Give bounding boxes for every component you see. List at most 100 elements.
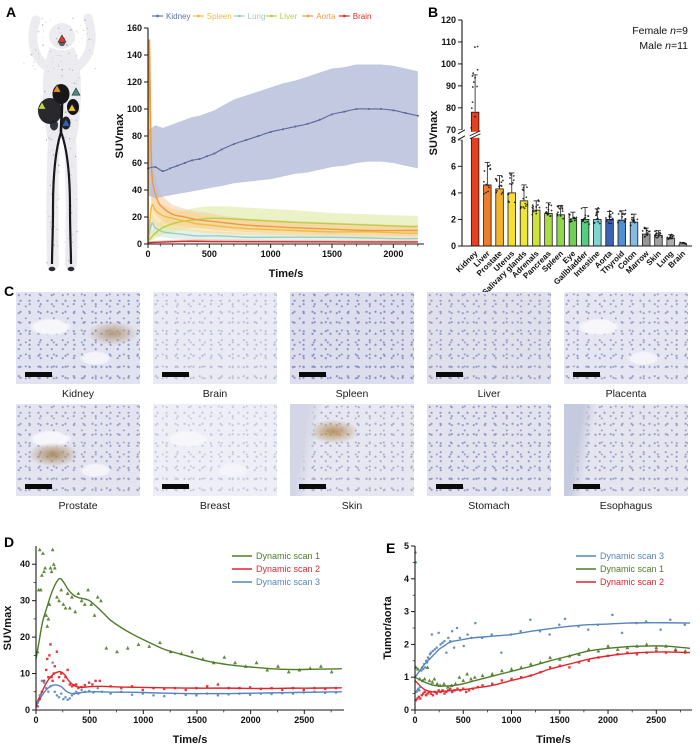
- line-Brain: [147, 240, 418, 244]
- annotation: Male n=11: [639, 40, 688, 52]
- svg-text:Brain: Brain: [353, 12, 372, 21]
- histology-tile-kidney: [16, 292, 140, 384]
- line-Aorta: [147, 39, 418, 240]
- axes: 0 500 1000 1500 2000 2500 0 1 2 3 4 5 Time/s Tumor/ao…: [382, 541, 692, 746]
- axes: 0 2 4 6 870 80 90 100 110 120 SUVmax: [428, 15, 692, 251]
- svg-text:1000: 1000: [261, 249, 281, 259]
- histology-label: Stomach: [468, 500, 510, 512]
- histology-tile-placenta: [564, 292, 688, 384]
- histology-label: Liver: [477, 388, 501, 400]
- svg-text:160: 160: [127, 23, 142, 33]
- svg-text:2500: 2500: [294, 715, 314, 725]
- bar-Thyroid: [617, 219, 626, 247]
- svg-text:Dynamic scan 3: Dynamic scan 3: [600, 551, 664, 561]
- svg-text:0: 0: [451, 241, 456, 251]
- histology-label: Prostate: [58, 500, 98, 512]
- histology-tile-spleen: [290, 292, 414, 384]
- histology-tile-stomach: [427, 404, 551, 496]
- histology-label: Brain: [202, 388, 228, 400]
- svg-text:0: 0: [25, 705, 30, 715]
- svg-text:120: 120: [127, 77, 142, 87]
- line-Lung: [147, 222, 418, 242]
- svg-text:70: 70: [446, 125, 456, 135]
- svg-text:2000: 2000: [383, 249, 403, 259]
- scale-bar: [436, 484, 463, 489]
- bar-Prostate: [495, 188, 504, 247]
- svg-text:500: 500: [82, 715, 97, 725]
- chart-E: 0 500 1000 1500 2000 2500 0 1 2 3 4 5 Time/s Tumor/ao…: [382, 541, 692, 746]
- histology-tile-skin: [290, 404, 414, 496]
- line-Dynamic scan 1: [35, 577, 342, 671]
- histology-label: Placenta: [605, 388, 647, 400]
- svg-text:20: 20: [20, 632, 30, 642]
- panel-d-chart: 0 500 1000 1500 2000 2500 0 10 20 30 40 Time/s SUVma…: [2, 546, 344, 746]
- svg-text:100: 100: [127, 104, 142, 114]
- svg-text:40: 40: [132, 185, 142, 195]
- scale-bar: [162, 484, 189, 489]
- svg-text:10: 10: [20, 669, 30, 679]
- panel-e-label: E: [386, 540, 396, 556]
- svg-text:Dynamic scan 1: Dynamic scan 1: [256, 551, 320, 561]
- svg-text:4: 4: [451, 188, 456, 198]
- pet-marker-spleen-icon: [67, 103, 77, 112]
- histology-tile-breast: [153, 404, 277, 496]
- svg-text:40: 40: [20, 559, 30, 569]
- svg-text:Dynamic scan 1: Dynamic scan 1: [600, 564, 664, 574]
- svg-text:2: 2: [451, 214, 456, 224]
- svg-text:1000: 1000: [502, 715, 522, 725]
- bar-Gallbladder: [580, 219, 590, 247]
- svg-text:90: 90: [446, 81, 456, 91]
- band-Kidney: [148, 64, 418, 199]
- svg-text:Time/s: Time/s: [269, 268, 304, 280]
- svg-text:3: 3: [404, 607, 409, 617]
- svg-text:1: 1: [404, 672, 409, 682]
- legend: Dynamic scan 3 Dynamic scan 1 Dynamic scan…: [576, 551, 664, 587]
- svg-text:120: 120: [441, 15, 456, 25]
- histology-label: Esophagus: [599, 500, 653, 512]
- svg-text:1000: 1000: [133, 715, 153, 725]
- svg-text:0: 0: [412, 715, 417, 725]
- svg-text:4: 4: [404, 574, 409, 584]
- scale-bar: [299, 484, 326, 489]
- svg-text:Liver: Liver: [280, 12, 298, 21]
- line-Spleen: [147, 203, 418, 239]
- svg-text:110: 110: [441, 37, 456, 47]
- pet-marker-kidney-icon: [61, 118, 71, 127]
- scale-bar: [25, 484, 52, 489]
- line-Liver: [147, 217, 418, 242]
- svg-text:Time/s: Time/s: [173, 734, 208, 746]
- scale-bar: [162, 372, 189, 377]
- svg-text:0: 0: [137, 239, 142, 249]
- scale-bar: [299, 372, 326, 377]
- svg-text:2000: 2000: [598, 715, 618, 725]
- svg-text:1500: 1500: [550, 715, 570, 725]
- bar-Uterus: [507, 192, 516, 247]
- scale-bar: [573, 372, 600, 377]
- panel-e-chart: 0 500 1000 1500 2000 2500 0 1 2 3 4 5 Time/s Tumor/ao…: [382, 541, 692, 746]
- svg-text:140: 140: [127, 50, 142, 60]
- line-Dynamic scan 3: [35, 684, 342, 707]
- pet-marker-lung-icon: [71, 87, 81, 96]
- svg-text:60: 60: [132, 158, 142, 168]
- panel-a-chart: 0 500 1000 1500 2000 0 20 40 60 80 100 120 140 160 Tim…: [114, 12, 424, 280]
- pet-marker-liver-icon: [37, 101, 47, 110]
- svg-text:1500: 1500: [187, 715, 207, 725]
- svg-text:0: 0: [145, 249, 150, 259]
- svg-text:2: 2: [404, 639, 409, 649]
- svg-text:Dynamic scan 2: Dynamic scan 2: [256, 564, 320, 574]
- pet-marker-aorta-icon: [52, 84, 62, 93]
- histology-tile-brain: [153, 292, 277, 384]
- pet-marker-brain-icon: [57, 34, 67, 43]
- panel-c-label: C: [4, 283, 15, 299]
- scale-bar: [573, 484, 600, 489]
- scale-bar: [436, 372, 463, 377]
- pet-liver-uptake: [38, 98, 62, 124]
- svg-text:Lung: Lung: [248, 12, 266, 21]
- svg-text:Dynamic scan 3: Dynamic scan 3: [256, 577, 320, 587]
- line-Dynamic scan 2: [414, 651, 691, 693]
- svg-text:2000: 2000: [241, 715, 261, 725]
- axes: 0 500 1000 1500 2000 2500 0 10 20 30 40 Time/s SUVma…: [2, 546, 344, 746]
